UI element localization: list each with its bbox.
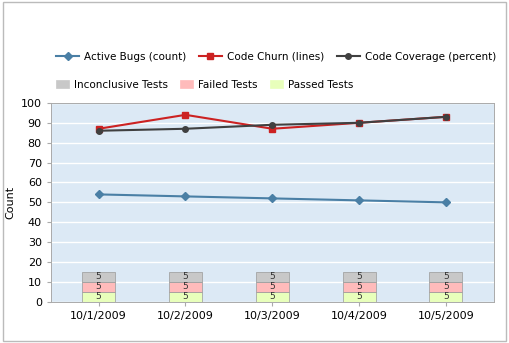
Text: 5: 5 [443, 282, 449, 292]
Text: 5: 5 [269, 292, 275, 301]
Bar [169, 272, 202, 282]
Bar [256, 272, 289, 282]
Bar [343, 272, 376, 282]
Bar [256, 292, 289, 302]
Y-axis label: Count: Count [5, 186, 15, 219]
Bar [169, 282, 202, 292]
Bar [256, 282, 289, 292]
Legend: Inconclusive Tests, Failed Tests, Passed Tests: Inconclusive Tests, Failed Tests, Passed… [56, 80, 353, 90]
Text: 5: 5 [356, 292, 362, 301]
Bar [343, 292, 376, 302]
Text: 5: 5 [356, 282, 362, 292]
Text: 5: 5 [269, 282, 275, 292]
Text: 5: 5 [96, 282, 101, 292]
Bar [82, 292, 115, 302]
Text: 5: 5 [96, 272, 101, 282]
Text: 5: 5 [269, 272, 275, 282]
Bar [430, 272, 463, 282]
Bar [82, 282, 115, 292]
Text: 5: 5 [183, 272, 188, 282]
Bar [169, 292, 202, 302]
Text: 5: 5 [443, 272, 449, 282]
Text: 5: 5 [96, 292, 101, 301]
Text: 5: 5 [443, 292, 449, 301]
Text: 5: 5 [183, 292, 188, 301]
Bar [82, 272, 115, 282]
Bar [430, 292, 463, 302]
Text: 5: 5 [356, 272, 362, 282]
Bar [343, 282, 376, 292]
Text: 5: 5 [183, 282, 188, 292]
Bar [430, 282, 463, 292]
